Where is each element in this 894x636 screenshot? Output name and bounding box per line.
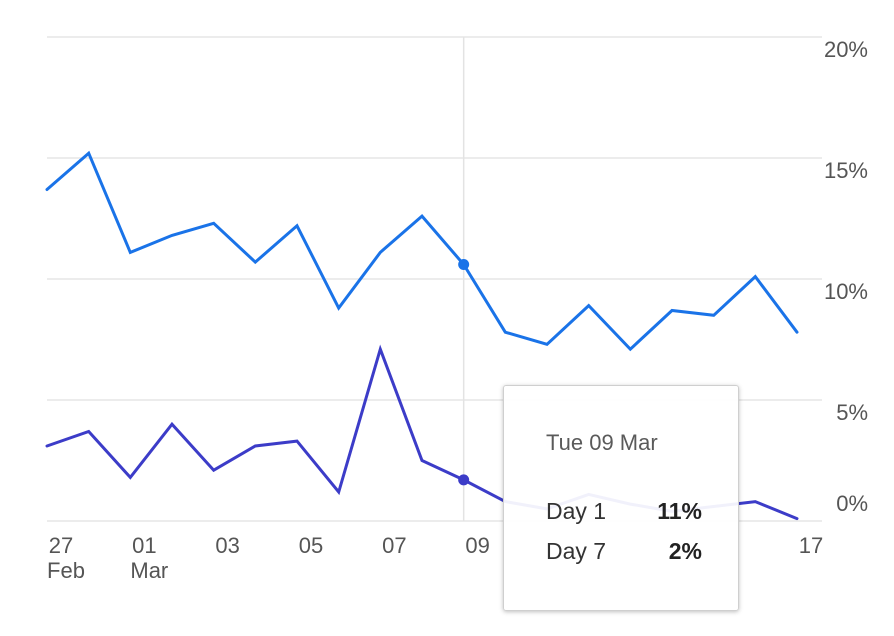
tooltip-label: Day 7	[546, 538, 607, 564]
x-tick-month-label: Mar	[130, 558, 168, 583]
x-tick-month-label: Feb	[47, 558, 85, 583]
highlight-point	[458, 258, 470, 270]
x-tick-label: 07	[382, 533, 406, 558]
y-tick-label: 15%	[824, 158, 868, 183]
y-tick-label: 5%	[836, 400, 868, 425]
tooltip-value: 11%	[657, 498, 702, 524]
highlight-point	[458, 474, 470, 486]
x-tick-label: 17	[799, 533, 823, 558]
x-tick-label: 09	[465, 533, 489, 558]
chart-tooltip: Tue 09 Mar Day 1 11% Day 7 2%	[503, 385, 739, 611]
series-line	[45, 150, 799, 352]
x-tick-label: 27	[49, 533, 73, 558]
x-tick-label: 03	[215, 533, 239, 558]
tooltip-value: 2%	[668, 538, 702, 564]
tooltip-label: Day 1	[546, 498, 607, 524]
x-tick-label: 01	[132, 533, 156, 558]
tooltip-date: Tue 09 Mar	[546, 430, 658, 455]
y-axis-ticks: 0% 5% 10% 15% 20%	[824, 37, 868, 516]
x-tick-label: 05	[299, 533, 323, 558]
y-tick-label: 10%	[824, 279, 868, 304]
y-tick-label: 20%	[824, 37, 868, 62]
highlight-markers	[458, 258, 470, 486]
y-tick-label: 0%	[836, 491, 868, 516]
